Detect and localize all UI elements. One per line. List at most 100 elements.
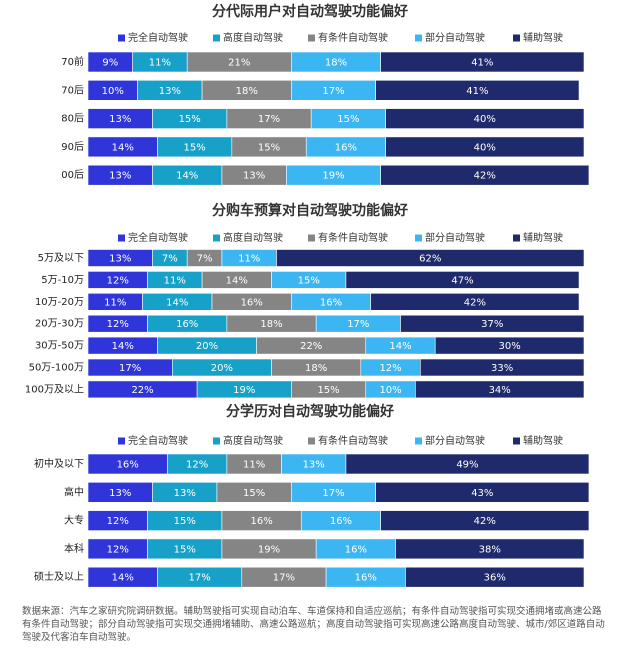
chart-title: 分学历对自动驾驶功能偏好 (226, 403, 394, 420)
legend-swatch (415, 34, 422, 42)
category-label: 50万-100万 (29, 363, 84, 374)
value-label: 16% (250, 516, 272, 527)
bar-segment (370, 292, 580, 311)
value-label: 11% (149, 58, 171, 69)
value-label: 49% (456, 460, 478, 471)
value-label: 40% (474, 114, 496, 125)
legend-swatch (213, 234, 220, 242)
value-label: 16% (355, 573, 377, 584)
category-label: 90后 (61, 141, 84, 153)
value-label: 15% (174, 516, 196, 527)
value-label: 12% (107, 516, 129, 527)
category-label: 30万-50万 (35, 341, 84, 352)
value-label: 13% (303, 460, 325, 471)
value-label: 42% (464, 297, 486, 308)
value-label: 11% (104, 297, 126, 308)
legend-swatch (213, 437, 220, 445)
legend-label: 完全自动驾驶 (128, 31, 188, 44)
value-label: 47% (451, 275, 473, 286)
value-label: 17% (273, 573, 295, 584)
value-label: 15% (317, 385, 339, 396)
value-label: 22% (131, 385, 153, 396)
value-label: 13% (109, 488, 131, 499)
value-label: 12% (186, 460, 208, 471)
legend-label: 有条件自动驾驶 (318, 231, 388, 244)
category-label: 高中 (64, 485, 84, 498)
legend-swatch (118, 437, 125, 445)
legend-swatch (308, 34, 315, 42)
value-label: 15% (184, 142, 206, 153)
legend-label: 完全自动驾驶 (128, 434, 188, 447)
value-label: 16% (117, 460, 139, 471)
legend-swatch (308, 234, 315, 242)
value-label: 15% (258, 142, 280, 153)
value-label: 20% (211, 363, 233, 374)
value-label: 15% (298, 275, 320, 286)
value-label: 14% (112, 142, 134, 153)
bar-segment (405, 566, 585, 588)
value-label: 16% (241, 297, 263, 308)
value-label: 22% (300, 341, 322, 352)
chart-title: 分购车预算对自动驾驶功能偏好 (212, 202, 408, 219)
value-label: 14% (112, 341, 134, 352)
legend-swatch (415, 437, 422, 445)
category-label: 10万-20万 (35, 297, 84, 308)
value-label: 14% (166, 297, 188, 308)
bar-segment (380, 51, 585, 73)
bar-segment (345, 271, 580, 289)
category-label: 80后 (61, 113, 84, 125)
value-label: 15% (243, 488, 265, 499)
value-label: 13% (109, 114, 131, 125)
value-label: 13% (109, 254, 131, 265)
legend-label: 高度自动驾驶 (223, 231, 283, 244)
value-label: 13% (243, 171, 265, 182)
value-label: 42% (474, 516, 496, 527)
category-label: 5万及以下 (38, 252, 84, 264)
value-label: 12% (107, 275, 129, 286)
category-label: 20万-30万 (35, 319, 84, 330)
chart-title: 分代际用户对自动驾驶功能偏好 (212, 3, 408, 20)
value-label: 17% (347, 319, 369, 330)
category-label: 初中及以下 (34, 457, 84, 470)
legend-label: 高度自动驾驶 (223, 31, 283, 44)
value-label: 17% (322, 488, 344, 499)
value-label: 16% (176, 319, 198, 330)
value-label: 15% (337, 114, 359, 125)
bar-segment (400, 314, 585, 333)
value-label: 40% (474, 142, 496, 153)
value-label: 16% (335, 142, 357, 153)
value-label: 18% (260, 319, 282, 330)
legend-swatch (308, 437, 315, 445)
legend-swatch (513, 437, 520, 445)
bar-segment (434, 336, 585, 355)
category-label: 5万-10万 (41, 275, 84, 286)
value-label: 18% (236, 86, 258, 97)
category-label: 硕士及以上 (34, 570, 84, 583)
legend-label: 部分自动驾驶 (425, 231, 485, 244)
legend-swatch (118, 34, 125, 42)
value-label: 7% (162, 254, 178, 265)
bar-segment (375, 481, 590, 503)
value-label: 43% (471, 488, 493, 499)
value-label: 30% (498, 341, 520, 352)
bar-segment (276, 249, 585, 267)
legend-swatch (513, 234, 520, 242)
value-label: 11% (243, 460, 265, 471)
value-label: 62% (419, 254, 441, 265)
value-label: 19% (322, 171, 344, 182)
bar-segment (375, 80, 580, 101)
bar-segment (395, 538, 585, 560)
value-label: 17% (258, 114, 280, 125)
category-label: 00后 (61, 169, 84, 181)
value-label: 19% (258, 544, 280, 555)
value-label: 10% (102, 86, 124, 97)
value-label: 19% (233, 385, 255, 396)
value-label: 18% (305, 363, 327, 374)
bar-segment (380, 510, 590, 531)
value-label: 9% (102, 58, 118, 69)
bar-segment (420, 358, 585, 377)
value-label: 16% (330, 516, 352, 527)
category-label: 100万及以上 (25, 383, 84, 395)
value-label: 12% (107, 319, 129, 330)
